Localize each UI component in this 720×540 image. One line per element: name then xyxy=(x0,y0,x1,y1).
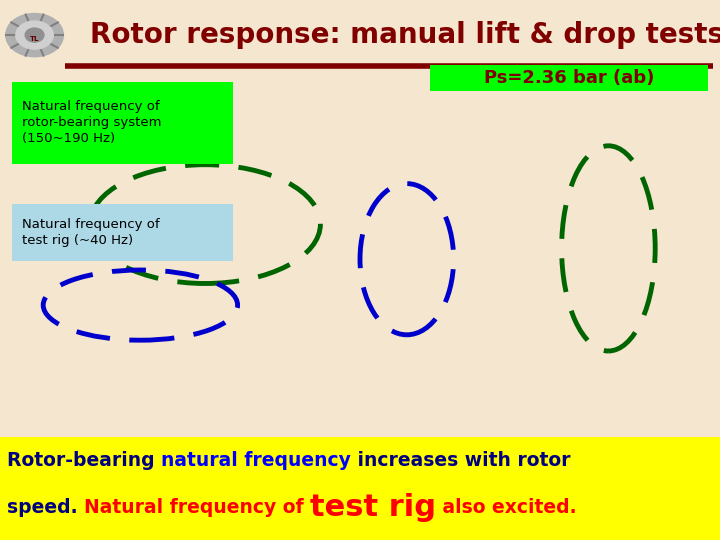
Text: TL: TL xyxy=(30,36,40,43)
Circle shape xyxy=(6,14,63,57)
Text: increases with rotor: increases with rotor xyxy=(351,450,571,470)
Text: Natural frequency of: Natural frequency of xyxy=(84,498,310,517)
Text: Natural frequency of
test rig (~40 Hz): Natural frequency of test rig (~40 Hz) xyxy=(22,218,159,247)
FancyBboxPatch shape xyxy=(12,82,233,164)
Text: natural frequency: natural frequency xyxy=(161,450,351,470)
Text: Rotor response: manual lift & drop tests: Rotor response: manual lift & drop tests xyxy=(90,21,720,49)
FancyBboxPatch shape xyxy=(430,65,708,91)
Text: Ps=2.36 bar (ab): Ps=2.36 bar (ab) xyxy=(484,69,654,87)
Text: Natural frequency of
rotor-bearing system
(150~190 Hz): Natural frequency of rotor-bearing syste… xyxy=(22,100,161,145)
Text: also excited.: also excited. xyxy=(436,498,577,517)
Text: speed.: speed. xyxy=(7,498,84,517)
Text: Rotor-bearing: Rotor-bearing xyxy=(7,450,161,470)
Circle shape xyxy=(25,28,44,42)
Text: test rig: test rig xyxy=(310,493,436,522)
Circle shape xyxy=(16,21,53,49)
FancyBboxPatch shape xyxy=(0,437,720,540)
FancyBboxPatch shape xyxy=(12,204,233,261)
